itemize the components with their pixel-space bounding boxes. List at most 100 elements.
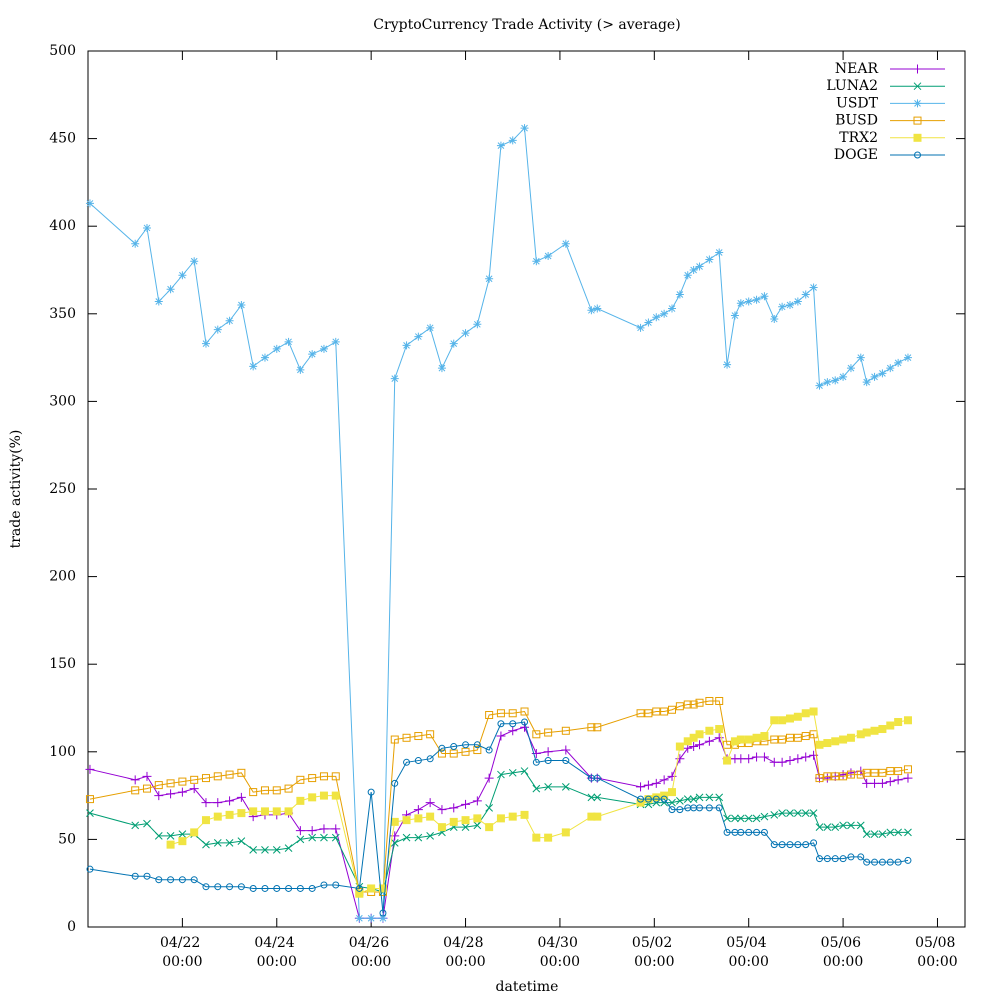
x-tick-label-line: 05/06 xyxy=(821,935,866,951)
x-tick-label: 04/24 00:00 xyxy=(254,935,299,970)
point xyxy=(225,796,235,806)
point xyxy=(668,788,677,797)
point xyxy=(894,828,902,837)
point xyxy=(723,828,731,836)
point xyxy=(319,772,328,781)
point xyxy=(562,757,570,765)
point xyxy=(202,883,210,891)
point xyxy=(214,883,222,891)
point xyxy=(544,728,553,737)
point xyxy=(496,814,505,823)
point xyxy=(167,876,175,884)
point xyxy=(760,812,769,821)
point xyxy=(846,733,855,742)
point xyxy=(520,767,529,775)
point xyxy=(237,883,245,891)
point xyxy=(201,339,210,348)
point xyxy=(86,809,94,817)
point xyxy=(870,768,879,777)
point xyxy=(831,855,839,863)
point xyxy=(462,741,470,749)
point xyxy=(715,696,724,705)
point xyxy=(886,721,895,730)
point xyxy=(544,251,553,260)
point xyxy=(593,793,602,802)
point xyxy=(668,304,677,313)
point xyxy=(894,358,903,367)
point xyxy=(730,311,739,320)
point xyxy=(178,777,187,786)
point xyxy=(769,757,779,767)
point xyxy=(815,823,824,831)
point xyxy=(213,325,222,334)
point xyxy=(785,733,794,742)
point xyxy=(839,735,848,744)
x-tick-label: 04/30 00:00 xyxy=(538,935,583,970)
point xyxy=(426,323,435,332)
point xyxy=(593,723,602,732)
point xyxy=(296,835,305,844)
point xyxy=(461,747,470,756)
point xyxy=(402,341,411,350)
point xyxy=(414,833,423,842)
point xyxy=(296,775,305,784)
point xyxy=(485,711,494,720)
series-line xyxy=(89,726,909,919)
x-tick-label-line: 00:00 xyxy=(729,954,769,970)
point xyxy=(308,833,317,842)
point xyxy=(705,726,714,735)
legend-label: BUSD xyxy=(835,113,878,129)
x-tick-label-line: 00:00 xyxy=(445,954,485,970)
x-tick-label-line: 00:00 xyxy=(634,954,674,970)
point xyxy=(862,378,871,387)
point xyxy=(862,768,871,777)
point xyxy=(593,812,602,821)
point xyxy=(496,709,505,718)
point xyxy=(593,304,602,313)
point xyxy=(823,823,832,831)
point xyxy=(414,732,423,741)
point xyxy=(839,821,847,830)
legend-marker xyxy=(914,151,921,159)
point xyxy=(484,773,494,783)
point xyxy=(652,707,661,716)
point xyxy=(390,831,400,841)
series-line xyxy=(89,126,909,919)
point xyxy=(237,768,246,777)
x-tick-label-line: 04/24 xyxy=(254,935,299,951)
x-tick-label-line: 00:00 xyxy=(823,954,863,970)
point xyxy=(793,754,803,764)
point xyxy=(390,839,399,847)
point xyxy=(683,271,692,280)
point xyxy=(520,810,529,819)
point xyxy=(236,792,246,802)
point xyxy=(643,780,653,790)
point xyxy=(508,768,517,777)
legend-marker xyxy=(913,133,922,142)
x-tick-label-line: 04/30 xyxy=(538,935,583,951)
point xyxy=(759,752,769,762)
point xyxy=(414,332,423,341)
x-tick-label: 05/06 00:00 xyxy=(821,935,866,970)
point xyxy=(801,752,811,762)
point xyxy=(676,797,684,805)
point xyxy=(815,855,823,863)
point xyxy=(809,730,818,739)
point xyxy=(473,741,481,749)
point xyxy=(390,817,399,826)
point xyxy=(402,816,411,825)
y-tick-label: 350 xyxy=(49,306,76,322)
point xyxy=(778,302,787,311)
point xyxy=(786,809,794,817)
point xyxy=(644,795,652,803)
point xyxy=(508,726,518,736)
point xyxy=(308,793,317,802)
x-tick-label-line: 00:00 xyxy=(351,954,391,970)
x-tick-label-line: 04/26 xyxy=(349,935,394,951)
point xyxy=(155,876,163,884)
point xyxy=(485,274,494,283)
point xyxy=(86,865,94,873)
point xyxy=(391,779,399,787)
x-tick-label-line: 05/08 xyxy=(915,935,960,951)
point xyxy=(166,779,175,788)
